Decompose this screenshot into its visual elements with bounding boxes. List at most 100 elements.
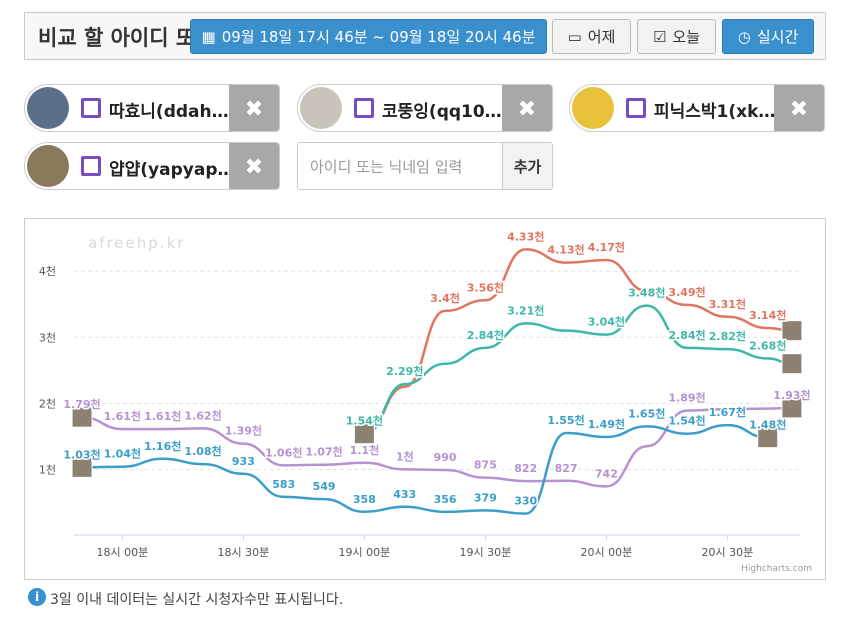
id-chip: 얍얍(yapyap… ✖: [24, 142, 280, 190]
twitch-icon: [626, 98, 646, 118]
y-tick-label: 1천: [39, 462, 56, 476]
data-label: 2.82천: [709, 329, 746, 343]
id-input[interactable]: 아이디 또는 닉네임 입력 추가: [297, 142, 553, 190]
data-label: 2.84천: [467, 328, 504, 342]
twitch-icon: [81, 98, 101, 118]
data-label: 1.07천: [305, 445, 342, 459]
data-label: 3.31천: [709, 297, 746, 311]
date-range-button[interactable]: ▦ 09월 18일 17시 46분 ~ 09월 18일 20시 46분: [190, 19, 547, 54]
data-label: 990: [434, 451, 457, 464]
remove-button[interactable]: ✖: [774, 85, 824, 131]
data-label: 1.79천: [63, 397, 100, 411]
x-tick-label: 18시 00분: [97, 546, 149, 559]
data-label: 358: [353, 493, 376, 506]
avatar-marker: [71, 456, 93, 478]
data-label: 1.54천: [346, 414, 383, 428]
data-label: 1.49천: [588, 417, 625, 431]
twitch-icon: [81, 156, 101, 176]
data-label: 3.56천: [467, 280, 504, 294]
data-label: 1천: [396, 449, 414, 463]
data-label: 356: [434, 493, 457, 506]
yesterday-button[interactable]: ▭ 어제: [552, 19, 631, 54]
avatar: [27, 87, 69, 129]
data-label: 1.48천: [749, 418, 786, 432]
data-label: 1.06천: [265, 445, 302, 459]
data-label: 1.89천: [668, 391, 705, 405]
x-tick-label: 18시 30분: [218, 546, 270, 559]
data-label: 1.93천: [773, 388, 810, 402]
data-label: 330: [514, 495, 537, 508]
data-label: 3.48천: [628, 286, 665, 300]
series-line: [82, 406, 792, 488]
data-label: 549: [313, 480, 336, 493]
y-tick-label: 4천: [39, 264, 56, 278]
add-button[interactable]: 추가: [502, 143, 552, 189]
x-tick-label: 19시 30분: [460, 546, 512, 559]
date-range: 09월 18일 17시 46분 ~ 09월 18일 20시 46분: [221, 28, 536, 46]
data-label: 583: [272, 478, 295, 491]
series-line: [364, 304, 792, 435]
data-label: 3.49천: [668, 285, 705, 299]
data-label: 1.61천: [144, 409, 181, 423]
credits: Highcharts.com: [741, 564, 812, 574]
id-chip: 따효니(ddah… ✖: [24, 84, 280, 132]
data-label: 1.67천: [709, 405, 746, 419]
placeholder: 아이디 또는 닉네임 입력: [310, 158, 463, 176]
realtime: 실시간: [756, 28, 799, 46]
data-label: 2.84천: [668, 328, 705, 342]
yesterday: 어제: [587, 28, 616, 46]
today-button[interactable]: ☑ 오늘: [637, 19, 716, 54]
avatar-marker: [71, 406, 93, 428]
id-label: 얍얍(yapyap…: [109, 160, 235, 180]
avatar: [572, 87, 614, 129]
avatar-marker: [757, 427, 779, 449]
data-label: 822: [514, 462, 537, 475]
id-label: 따효니(ddah…: [109, 102, 229, 122]
data-label: 1.03천: [63, 447, 100, 461]
today: 오늘: [672, 28, 701, 46]
data-label: 1.1천: [350, 443, 380, 457]
title: 비교 할 아이디 또: [38, 26, 196, 50]
avatar-marker: [781, 320, 803, 342]
data-label: 3.04천: [588, 315, 625, 329]
info-icon: i: [28, 588, 46, 606]
avatar-marker: [781, 397, 803, 419]
data-label: 4.17천: [588, 240, 625, 254]
data-label: 2.29천: [386, 364, 423, 378]
remove-button[interactable]: ✖: [229, 85, 279, 131]
remove-button[interactable]: ✖: [502, 85, 552, 131]
footer-note: 3일 이내 데이터는 실시간 시청자수만 표시됩니다.: [50, 592, 344, 608]
data-label: 3.4천: [430, 291, 460, 305]
id-chip: 코뚱잉(qq10… ✖: [297, 84, 553, 132]
data-label: 1.55천: [547, 413, 584, 427]
avatar: [27, 145, 69, 187]
avatar-marker: [781, 353, 803, 375]
y-tick-label: 2천: [39, 396, 56, 410]
data-label: 4.13천: [547, 243, 584, 257]
data-label: 1.54천: [668, 414, 705, 428]
data-label: 1.39천: [225, 424, 262, 438]
data-label: 1.65천: [628, 406, 665, 420]
data-label: 4.33천: [507, 229, 544, 243]
avatar: [300, 87, 342, 129]
id-label: 코뚱잉(qq10…: [382, 102, 502, 122]
data-label: 1.61천: [104, 409, 141, 423]
data-label: 1.62천: [184, 408, 221, 422]
twitch-icon: [354, 98, 374, 118]
x-tick-label: 20시 00분: [581, 546, 633, 559]
y-tick-label: 3천: [39, 330, 56, 344]
x-tick-label: 19시 00분: [339, 546, 391, 559]
data-label: 433: [393, 488, 416, 501]
data-label: 2.68천: [749, 338, 786, 352]
avatar-marker: [353, 423, 375, 445]
remove-button[interactable]: ✖: [229, 143, 279, 189]
realtime-button[interactable]: ◷ 실시간: [722, 19, 814, 54]
data-label: 3.21천: [507, 303, 544, 317]
series-line: [82, 423, 768, 515]
id-label: 피닉스박1(xk…: [654, 102, 776, 122]
data-label: 1.16천: [144, 439, 181, 453]
data-label: 827: [555, 462, 578, 475]
data-label: 875: [474, 459, 497, 472]
